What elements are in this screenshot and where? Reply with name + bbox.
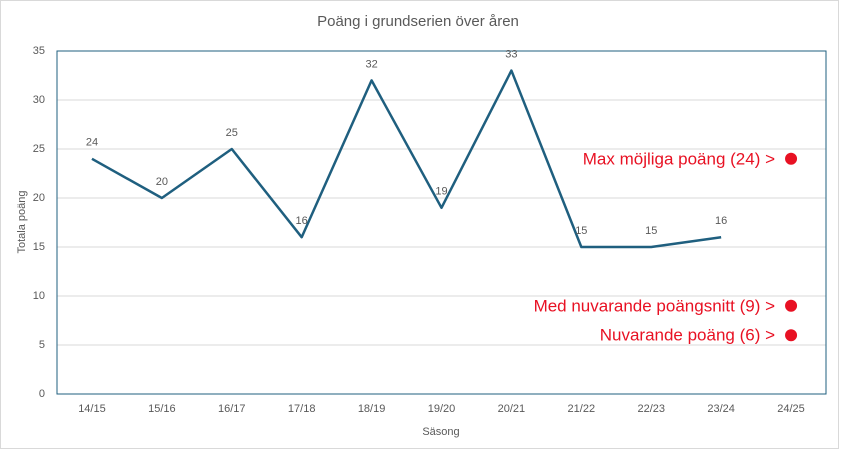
data-label: 15 (645, 225, 657, 237)
data-line (91, 69, 722, 249)
data-label: 25 (226, 127, 238, 139)
plot-border (56, 50, 827, 395)
x-tick-label: 24/25 (777, 403, 805, 415)
annotation-label: Med nuvarande poängsnitt (9) > (534, 296, 776, 315)
data-label: 19 (435, 186, 447, 198)
annotation-dot (785, 299, 798, 312)
x-tick-label: 18/19 (358, 403, 386, 415)
x-tick-label: 19/20 (428, 403, 456, 415)
x-tick-label: 16/17 (218, 403, 246, 415)
x-tick-label: 17/18 (288, 403, 316, 415)
data-label: 24 (86, 137, 98, 149)
y-tick-label: 10 (33, 290, 45, 302)
x-tick-label: 22/23 (637, 403, 665, 415)
annotation-dot (785, 329, 798, 342)
x-tick-label: 15/16 (148, 403, 176, 415)
data-label: 20 (156, 176, 168, 188)
data-label: 16 (296, 215, 308, 227)
chart-title: Poäng i grundserien över åren (317, 13, 519, 30)
annotation-label: Max möjliga poäng (24) > (583, 149, 775, 168)
data-label: 16 (715, 215, 727, 227)
y-tick-label: 25 (33, 143, 45, 155)
x-tick-label: 23/24 (707, 403, 735, 415)
x-tick-label: 20/21 (498, 403, 526, 415)
y-tick-label: 35 (33, 45, 45, 57)
data-label: 32 (365, 58, 377, 70)
annotation-dot (785, 152, 798, 165)
data-label: 33 (505, 49, 517, 61)
y-tick-label: 30 (33, 94, 45, 106)
y-tick-label: 0 (39, 388, 45, 400)
annotation-label: Nuvarande poäng (6) > (600, 326, 775, 345)
y-tick-label: 15 (33, 241, 45, 253)
x-tick-label: 21/22 (568, 403, 596, 415)
data-label: 15 (575, 225, 587, 237)
y-tick-label: 20 (33, 192, 45, 204)
y-axis-title: Totala poäng (16, 191, 28, 254)
x-tick-label: 14/15 (78, 403, 106, 415)
y-tick-label: 5 (39, 339, 45, 351)
x-axis-title: Säsong (422, 426, 459, 438)
